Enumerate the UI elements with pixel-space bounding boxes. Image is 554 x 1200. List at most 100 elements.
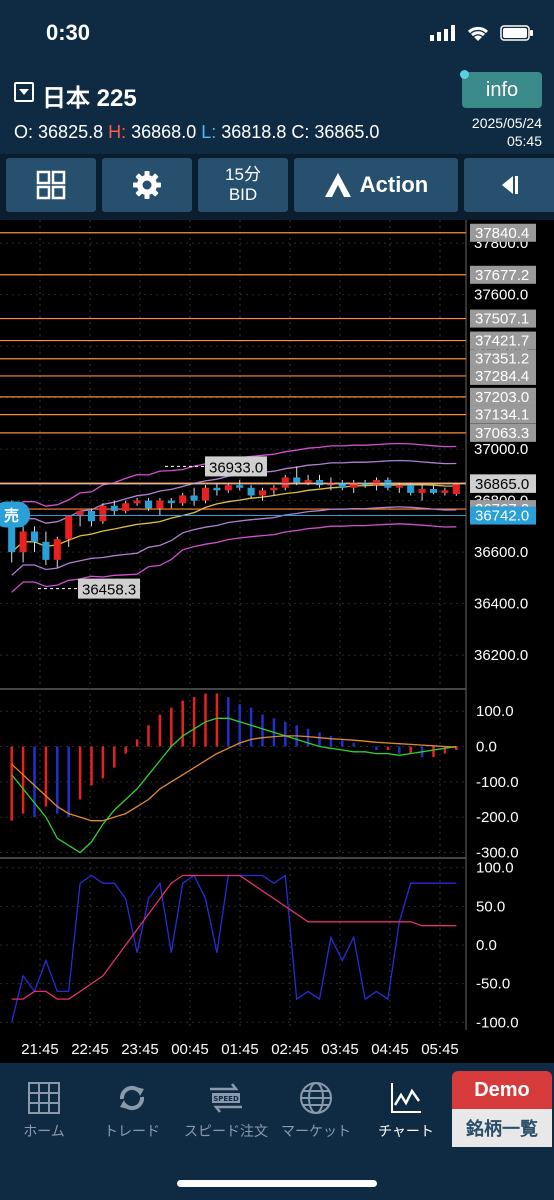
svg-text:SPEED: SPEED — [213, 1095, 239, 1103]
date-text: 2025/05/24 — [471, 115, 542, 131]
nav-label-market: マーケット — [281, 1123, 351, 1139]
nav-item-market[interactable]: マーケット — [272, 1063, 360, 1150]
candle-body — [190, 495, 198, 501]
demo-label: Demo — [452, 1071, 552, 1109]
high-value: 36868.0 — [131, 122, 197, 142]
refresh-icon — [119, 1085, 145, 1111]
time-tick-label: 21:45 — [21, 1041, 59, 1058]
stoch-tick-label: -50.0 — [476, 976, 510, 993]
chart-icon — [391, 1083, 421, 1113]
sell-badge — [0, 501, 30, 528]
action-button[interactable]: Action — [294, 158, 458, 212]
candle-body — [110, 505, 118, 511]
order-line-label: 37134.1 — [475, 407, 529, 424]
macd-signal-line — [11, 735, 457, 822]
nav-label-speed-order: スピード注文 — [184, 1123, 268, 1139]
layout-grid-icon — [36, 170, 66, 200]
high-key: H: — [108, 122, 127, 142]
open-value: 36825.8 — [38, 122, 104, 142]
nav-item-home[interactable]: ホーム — [0, 1063, 88, 1150]
stoch-tick-label: 100.0 — [476, 860, 514, 877]
time-tick-label: 02:45 — [271, 1041, 309, 1058]
home-indicator[interactable] — [177, 1180, 377, 1187]
candle-body — [42, 541, 50, 560]
candle-body — [156, 500, 164, 509]
chart-area[interactable]: 21:45 22:45 23:45 00:45 01:45 02:45 03:45 04:45… — [0, 220, 554, 1060]
collapse-button[interactable] — [464, 158, 554, 212]
candle-body — [87, 510, 96, 522]
order-line-label: 37284.4 — [475, 368, 529, 385]
candle-body — [224, 485, 232, 491]
close-value: 36865.0 — [314, 122, 380, 142]
price-tick-label: 36200.0 — [474, 647, 528, 664]
nav-item-chart[interactable]: チャート — [362, 1063, 450, 1150]
interval-button[interactable]: 15分 BID — [198, 158, 288, 212]
candle-body — [53, 539, 61, 560]
stoch-d-line — [11, 874, 457, 1000]
order-line-label-bg — [470, 331, 536, 350]
price-tick-label: 36400.0 — [474, 596, 528, 613]
chart-svg[interactable]: 21:45 22:45 23:45 00:45 01:45 02:45 03:45 04:45… — [0, 220, 554, 1060]
low-marker-bg — [78, 578, 140, 599]
bollinger-outer-band — [11, 523, 457, 593]
time-tick-label: 04:45 — [371, 1041, 409, 1058]
demo-panel[interactable]: Demo 銘柄一覧 — [452, 1071, 552, 1147]
close-key: C: — [291, 122, 310, 142]
candle-body — [247, 487, 255, 496]
price-type-label: BID — [228, 185, 258, 204]
timestamp: 2025/05/24 05:45 — [472, 114, 542, 150]
nav-item-trade[interactable]: トレード — [88, 1063, 176, 1150]
grid-icon — [28, 1082, 60, 1114]
order-line-label-bg — [470, 223, 536, 242]
bollinger-inner-band — [11, 506, 457, 576]
candle-body — [258, 490, 267, 496]
candle-body — [99, 505, 107, 522]
order-line-label: 37677.2 — [475, 267, 529, 284]
order-line-label-bg — [470, 265, 536, 284]
nav-label-chart: チャート — [378, 1123, 434, 1139]
candle-body — [293, 477, 301, 483]
price-tick-label: 37600.0 — [474, 287, 528, 304]
chart-toolbar: 15分 BID Action — [0, 154, 554, 220]
nav-label-home: ホーム — [23, 1123, 65, 1139]
nav-item-speed-order[interactable]: SPEED スピード注文 — [176, 1063, 276, 1150]
current-price-label: 36865.0 — [475, 476, 529, 493]
candle-body — [429, 489, 438, 493]
moving-average-line — [11, 484, 457, 553]
candle-body — [167, 500, 175, 504]
order-line-label: 37421.7 — [475, 333, 529, 350]
action-label: Action — [359, 172, 429, 197]
candle-body — [213, 487, 221, 491]
bid-price-label-bg — [470, 506, 536, 525]
price-tick-label: 36600.0 — [474, 544, 528, 561]
info-button[interactable]: info — [462, 72, 542, 108]
order-line-label: 37203.0 — [475, 389, 529, 406]
candle-body — [395, 485, 403, 488]
open-key: O: — [14, 122, 34, 142]
low-marker-label: 36458.3 — [82, 582, 136, 599]
macd-tick-label: -200.0 — [476, 809, 519, 826]
order-line-label: 37840.4 — [475, 225, 529, 242]
sell-badge-label: 売 — [4, 507, 19, 525]
candle-body — [76, 510, 84, 517]
layout-button[interactable] — [6, 158, 96, 212]
stoch-tick-label: 0.0 — [476, 937, 497, 954]
symbol-list-button[interactable]: 銘柄一覧 — [452, 1109, 552, 1147]
candle-body — [372, 480, 381, 486]
order-line-label: 37063.3 — [475, 425, 529, 442]
time-tick-label: 22:45 — [71, 1041, 109, 1058]
signal-icon — [430, 25, 455, 41]
status-bar: 0:30 — [0, 0, 554, 66]
candle-body — [418, 489, 426, 493]
notification-dot — [460, 70, 469, 79]
status-icons — [430, 24, 534, 42]
current-price-label-bg — [470, 474, 536, 493]
symbol-name[interactable]: 日本 225 — [42, 85, 137, 112]
settings-button[interactable] — [102, 158, 192, 212]
interval-label: 15分 — [225, 165, 261, 184]
candle-body — [281, 477, 289, 488]
symbol-dropdown-icon[interactable] — [14, 82, 34, 102]
candle-body — [441, 490, 449, 493]
candle-body — [270, 487, 278, 491]
ohlc-readout: O: 36825.8 H: 36868.0 L: 36818.8 C: 3686… — [14, 122, 379, 143]
